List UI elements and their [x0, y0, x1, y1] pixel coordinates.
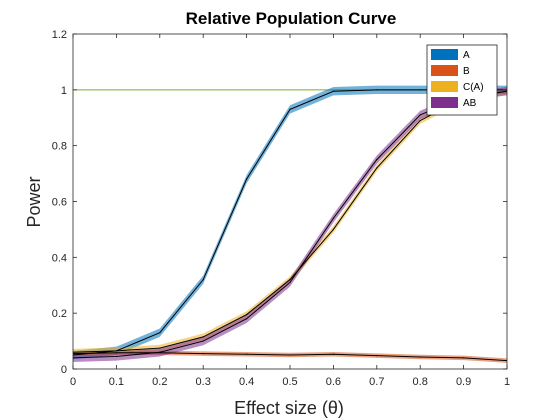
chart-title: Relative Population Curve: [186, 9, 397, 28]
series-2-point: [246, 313, 248, 316]
x-tick-label: 0.4: [239, 376, 254, 388]
series-3-point: [419, 114, 421, 116]
series-2-point: [202, 336, 204, 338]
x-tick-label: 0.8: [413, 376, 428, 388]
x-tick-label: 0.2: [152, 376, 167, 388]
series-0-point: [246, 178, 248, 180]
x-axis-label: Effect size (θ): [234, 398, 344, 418]
series-2-point: [332, 228, 334, 231]
x-tick-label: 1: [504, 376, 510, 388]
x-tick-label: 0.6: [326, 376, 341, 388]
series-2-point: [419, 119, 421, 122]
series-3-point: [376, 159, 378, 161]
legend-label: A: [463, 50, 470, 61]
series-1-point: [419, 356, 421, 358]
series-3-point: [159, 351, 161, 353]
x-tick-label: 0.7: [369, 376, 384, 388]
y-tick-label: 0.8: [52, 141, 67, 153]
y-tick-label: 1.2: [52, 29, 67, 41]
series-1-point: [332, 353, 334, 355]
x-tick-label: 0.3: [196, 376, 211, 388]
x-tick-label: 0.9: [456, 376, 471, 388]
series-0-point: [289, 108, 291, 110]
series-1-point: [246, 353, 248, 355]
series-0-point: [376, 89, 378, 91]
series-1-point: [115, 352, 117, 354]
legend-swatch: [431, 81, 458, 92]
legend: AB C(A) AB: [426, 44, 498, 116]
series-2-point: [376, 167, 378, 169]
series-3-point: [115, 355, 117, 358]
series-2-point: [115, 350, 117, 352]
x-tick-label: 0.1: [109, 376, 124, 388]
series-1-point: [202, 353, 204, 355]
series-0-point: [419, 89, 421, 91]
legend-swatch: [431, 49, 458, 60]
legend-label: C(A): [463, 82, 484, 93]
series-3-point: [289, 281, 291, 284]
legend-label: B: [463, 66, 470, 77]
legend-swatch: [431, 65, 458, 76]
y-tick-label: 1: [61, 85, 67, 97]
y-tick-label: 0.4: [52, 252, 67, 264]
series-3-point: [246, 318, 248, 320]
series-1-point: [463, 357, 465, 359]
series-3-point: [202, 340, 204, 342]
y-tick-label: 0.6: [52, 197, 67, 209]
y-tick-label: 0.2: [52, 308, 67, 320]
y-axis-label: Power: [24, 176, 44, 227]
y-tick-label: 0: [61, 364, 67, 376]
series-1-point: [289, 354, 291, 356]
series-3-point: [332, 217, 334, 219]
series-1-point: [376, 355, 378, 357]
series-0-point: [332, 90, 334, 92]
x-tick-label: 0: [70, 376, 76, 388]
series-2-point: [159, 347, 161, 349]
series-0-point: [159, 332, 161, 334]
series-0-point: [202, 279, 204, 281]
legend-label: AB: [463, 98, 477, 109]
legend-swatch: [431, 97, 458, 108]
series-2-point: [289, 279, 291, 281]
x-tick-label: 0.5: [282, 376, 297, 388]
